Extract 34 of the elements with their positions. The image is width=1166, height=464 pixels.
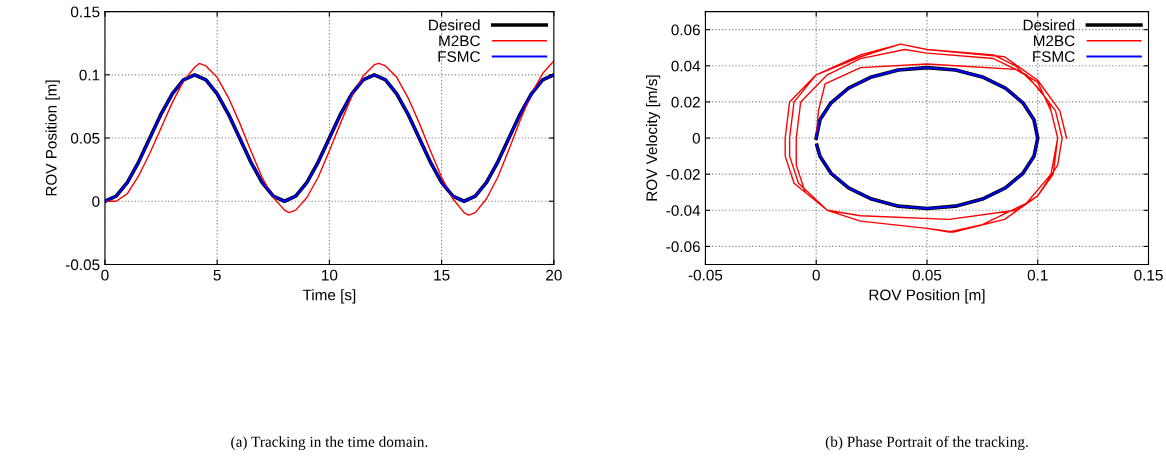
x-tick-label: 15 [434,269,450,281]
x-tick-label: 0 [812,269,820,281]
y-tick-label: 0 [692,132,700,144]
x-tick-label: 0.05 [912,269,942,281]
y-tick-label: 0.02 [671,96,700,108]
y-axis-title: ROV Position [m] [45,80,60,196]
x-tick-label: 5 [213,269,221,281]
x-tick-label: 10 [322,269,338,281]
y-tick-label: 0.1 [79,69,100,81]
x-tick-label: 0.15 [1134,269,1163,281]
y-tick-label: -0.02 [666,169,700,180]
y-tick-label: -0.06 [666,241,700,253]
legend-label: M2BC [439,35,480,47]
legend-label: FSMC [1033,51,1075,62]
x-axis-title: Time [s] [302,289,356,304]
x-axis-title: ROV Position [m] [869,289,985,304]
y-tick-label: 0.06 [671,24,700,36]
y-tick-label: 0.05 [70,132,100,144]
y-tick-label: 0.04 [671,60,701,72]
x-tick-label: 0.1 [1027,269,1048,281]
legend-label: FSMC [438,51,480,62]
text: (b) Phase Portrait of the tracking. [825,436,1028,451]
text: (a) Tracking in the time domain. [231,436,428,451]
legend-label: M2BC [1033,35,1075,47]
legend-label: Desired [1023,19,1075,31]
legend-label: Desired [429,19,480,31]
x-tick-label: -0.05 [688,269,723,281]
y-tick-label: -0.05 [65,259,100,271]
y-tick-label: 0.15 [70,6,100,18]
x-tick-label: 20 [546,269,562,281]
y-tick-label: 0 [92,196,100,207]
y-tick-label: -0.04 [666,205,701,216]
x-tick-label: 0 [101,269,109,281]
y-axis-title: ROV Velocity [m/s] [645,75,661,201]
